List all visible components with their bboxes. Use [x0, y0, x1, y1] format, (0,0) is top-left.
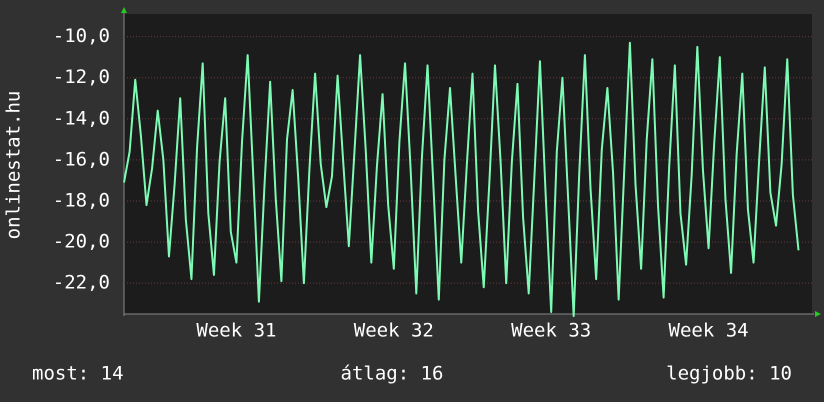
y-tick-label: -10,0	[53, 25, 110, 47]
x-tick-label: Week 33	[511, 320, 591, 342]
stat-current: most: 14	[32, 363, 124, 385]
y-axis-label: onlinestat.hu	[3, 91, 25, 240]
y-tick-label: -20,0	[53, 231, 110, 253]
x-tick-label: Week 31	[196, 320, 276, 342]
data-line	[123, 41, 800, 318]
x-tick-label: Week 34	[669, 320, 749, 342]
stat-best: legjobb: 10	[666, 363, 792, 385]
y-tick-label: -22,0	[53, 272, 110, 294]
y-tick-label: -12,0	[53, 66, 110, 88]
axis-arrow	[121, 7, 127, 13]
y-tick-label: -14,0	[53, 107, 110, 129]
stat-average: átlag: 16	[341, 363, 444, 385]
y-tick-label: -18,0	[53, 189, 110, 211]
axis-arrow	[815, 311, 821, 317]
x-tick-label: Week 32	[354, 320, 434, 342]
y-tick-label: -16,0	[53, 148, 110, 170]
